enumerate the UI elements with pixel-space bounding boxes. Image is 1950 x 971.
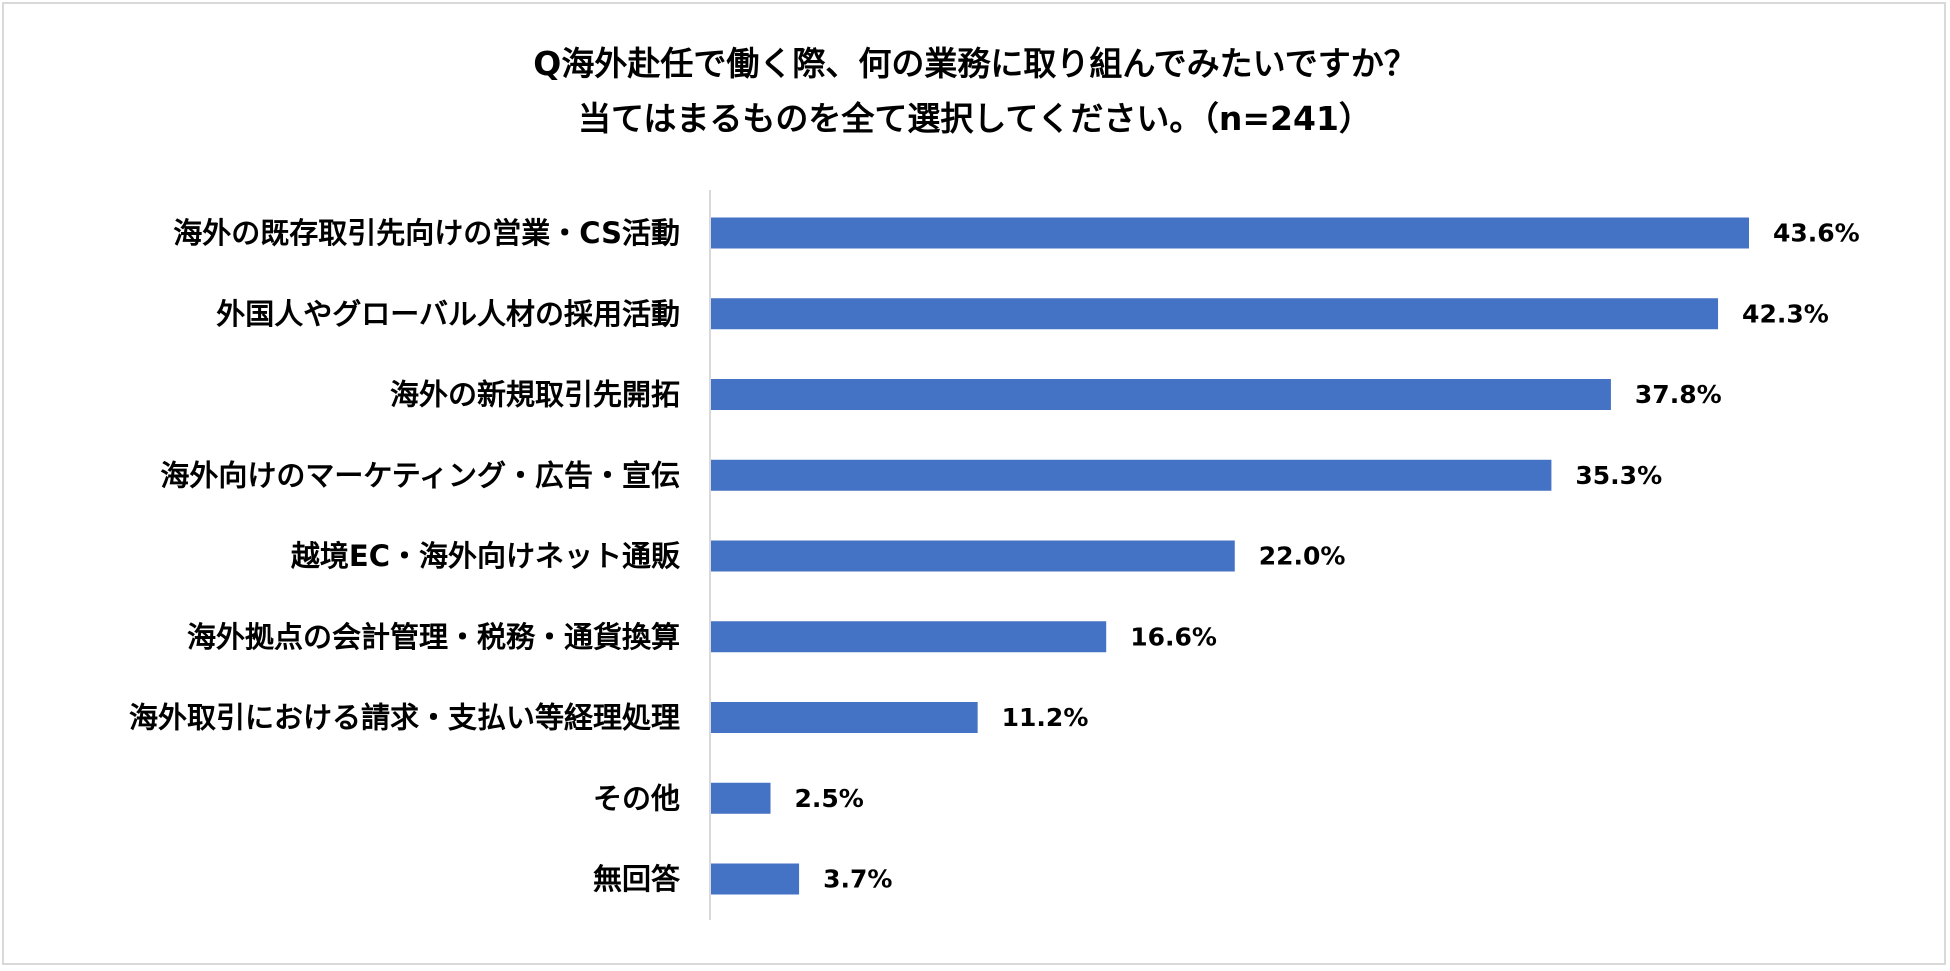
category-label: 海外の新規取引先開拓 <box>390 378 680 412</box>
bar <box>711 379 1611 410</box>
bar <box>711 298 1719 330</box>
category-label: その他 <box>593 781 680 815</box>
bar <box>711 863 800 895</box>
value-label: 2.5% <box>795 784 864 813</box>
bar <box>711 621 1107 653</box>
value-label: 43.6% <box>1773 219 1860 248</box>
bar <box>711 459 1552 491</box>
category-label: 無回答 <box>593 862 681 896</box>
chart-title-line-1: Q海外赴任で働く際、何の業務に取り組んでみたいですか？ <box>533 44 1417 83</box>
category-label: 越境EC・海外向けネット通販 <box>291 539 681 573</box>
value-label: 3.7% <box>823 865 892 894</box>
category-label: 海外拠点の会計管理・税務・通貨換算 <box>187 620 680 654</box>
bar <box>711 217 1749 249</box>
category-label: 海外の既存取引先向けの営業・CS活動 <box>173 216 680 250</box>
bar <box>711 782 771 814</box>
category-label: 海外向けのマーケティング・広告・宣伝 <box>160 458 680 492</box>
chart-title-line-2: 当てはまるものを全て選択してください。（n=241） <box>578 99 1372 138</box>
value-label: 35.3% <box>1575 461 1662 490</box>
bar <box>711 702 978 733</box>
category-label: 外国人やグローバル人材の採用活動 <box>216 297 680 331</box>
value-label: 16.6% <box>1130 622 1217 651</box>
bar <box>711 540 1235 572</box>
value-label: 42.3% <box>1742 299 1829 328</box>
value-label: 11.2% <box>1002 703 1089 732</box>
chart-title: Q海外赴任で働く際、何の業務に取り組んでみたいですか？ 当てはまるものを全て選択… <box>0 36 1950 146</box>
value-label: 37.8% <box>1635 380 1722 409</box>
category-label: 海外取引における請求・支払い等経理処理 <box>129 701 680 735</box>
value-label: 22.0% <box>1259 542 1346 571</box>
